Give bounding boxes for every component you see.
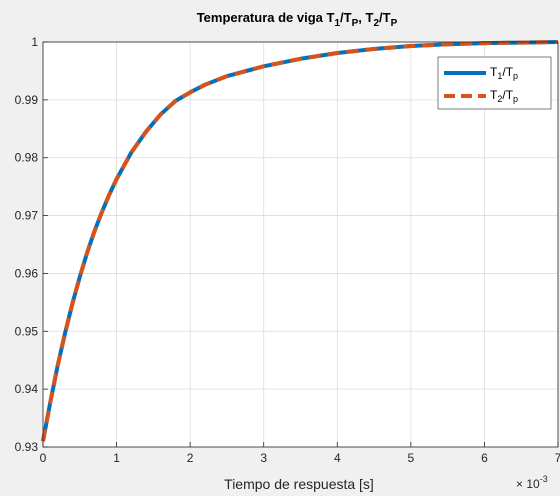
x-tick-label: 5 [408, 451, 415, 465]
legend-box [437, 56, 552, 110]
x-tick-label: 6 [481, 451, 488, 465]
y-tick-label: 0.99 [15, 93, 39, 107]
chart-title: Temperatura de viga T1/TP, T2/TP [197, 10, 398, 29]
axes-box [42, 41, 559, 448]
series-lines [41, 40, 559, 442]
legend: T1/Tp T2/Tp [437, 56, 552, 110]
y-axis-ticks: 0.93 0.94 0.95 0.96 0.97 0.98 0.99 1 [15, 35, 48, 454]
x-tick-label: 4 [334, 451, 341, 465]
series-line-2 [41, 40, 559, 442]
x-tick-label: 2 [187, 451, 194, 465]
legend-label-t1: T1/Tp [490, 65, 518, 81]
x-axis-label: Tiempo de respuesta [s] [224, 476, 374, 492]
plot-area [43, 42, 558, 447]
x-tick-label: 3 [260, 451, 267, 465]
x-axis-exponent: × 10-3 [516, 474, 548, 491]
y-tick-label: 0.95 [15, 324, 39, 338]
x-tick-label: 1 [113, 451, 120, 465]
x-tick-label: 7 [555, 451, 560, 465]
legend-label-t2: T2/Tp [490, 88, 518, 104]
x-tick-label: 0 [40, 451, 47, 465]
y-tick-label: 0.98 [15, 151, 39, 165]
y-tick-label: 0.94 [15, 382, 39, 396]
x-axis-ticks: 0 1 2 3 4 5 6 7 [40, 442, 560, 465]
y-tick-label: 0.93 [15, 440, 39, 454]
y-tick-label: 0.97 [15, 209, 39, 223]
y-tick-label: 1 [31, 35, 38, 49]
y-tick-label: 0.96 [15, 266, 39, 280]
